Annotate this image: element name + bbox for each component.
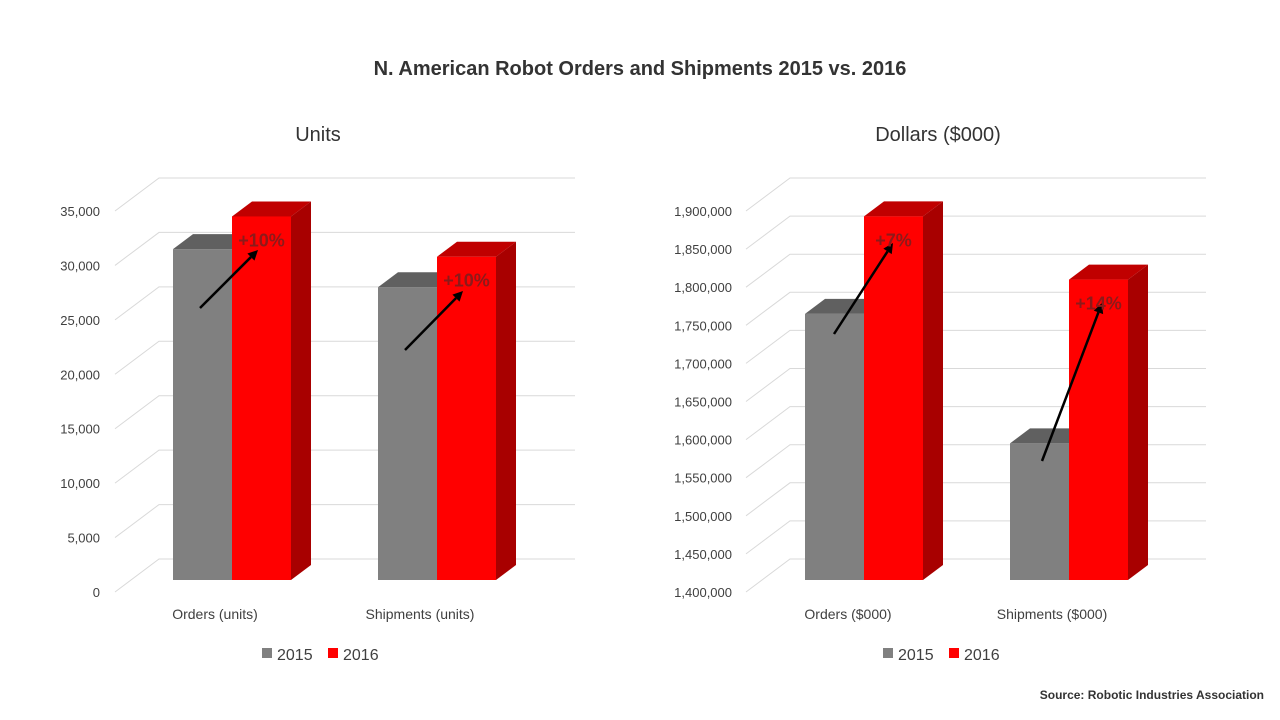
units-bar-2015-shipments [378, 287, 437, 580]
dollars-bar-2016-shipments-top [1069, 264, 1148, 280]
units-panel-title: Units [295, 124, 341, 146]
dollars-ytick-label: 1,550,000 [674, 471, 732, 486]
units-growth-arrow [199, 256, 252, 309]
dollars-legend-label-2015: 2015 [898, 647, 934, 664]
dollars-growth-arrowhead [1093, 303, 1104, 315]
dollars-ytick-label: 1,650,000 [674, 395, 732, 410]
dollars-bar-2016-shipments-side [1128, 264, 1148, 580]
units-growth-arrow [404, 297, 457, 351]
units-category-label: Orders (units) [172, 606, 258, 622]
units-ytick-label: 5,000 [67, 531, 100, 546]
dollars-growth-label: +14% [1075, 294, 1122, 314]
units-legend-swatch-2015 [262, 648, 272, 658]
units-growth-arrowhead [247, 250, 258, 261]
units-legend-label-2016: 2016 [343, 647, 379, 664]
units-growth-label: +10% [443, 271, 490, 291]
dollars-ytick-label: 1,900,000 [674, 204, 732, 219]
units-bar-2016-shipments-side [496, 241, 516, 580]
units-bar-2016-shipments [437, 256, 496, 580]
dollars-bar-2016-orders-side [923, 201, 943, 581]
dollars-legend-label-2016: 2016 [964, 647, 1000, 664]
dollars-ytick-label: 1,750,000 [674, 318, 732, 333]
dollars-gridline [745, 291, 1206, 326]
dollars-bar-2016-orders [864, 216, 923, 581]
units-bar-2016-shipments-top [437, 241, 516, 257]
dollars-legend-swatch-2015 [883, 648, 893, 658]
units-legend-swatch-2016 [328, 648, 338, 658]
units-bar-2016-orders-side [291, 201, 311, 580]
source-note: Source: Robotic Industries Association [1039, 688, 1264, 702]
dollars-ytick-label: 1,600,000 [674, 433, 732, 448]
dollars-category-label: Orders ($000) [804, 606, 891, 622]
units-growth-arrowhead [452, 291, 463, 302]
dollars-gridline [745, 177, 1206, 212]
dollars-gridline [745, 329, 1206, 364]
units-growth-label: +10% [238, 230, 285, 250]
dollars-ytick-label: 1,800,000 [674, 280, 732, 295]
units-ytick-label: 0 [93, 585, 100, 600]
units-gridline [114, 177, 575, 212]
units-ytick-label: 15,000 [60, 422, 100, 437]
dollars-growth-label: +7% [875, 230, 912, 250]
dollars-category-label: Shipments ($000) [997, 606, 1108, 622]
dollars-gridline [745, 406, 1206, 441]
dollars-ytick-label: 1,450,000 [674, 547, 732, 562]
units-ytick-label: 25,000 [60, 313, 100, 328]
dollars-bar-2016-orders-top [864, 201, 943, 217]
dollars-gridline [745, 253, 1206, 288]
dollars-ytick-label: 1,500,000 [674, 509, 732, 524]
units-ytick-label: 35,000 [60, 204, 100, 219]
dollars-growth-arrow [1040, 311, 1100, 462]
dollars-ytick-label: 1,850,000 [674, 242, 732, 257]
units-ytick-label: 10,000 [60, 476, 100, 491]
main-title: N. American Robot Orders and Shipments 2… [373, 58, 907, 80]
units-ytick-label: 20,000 [60, 367, 100, 382]
dollars-legend-swatch-2016 [949, 648, 959, 658]
units-legend-label-2015: 2015 [277, 647, 313, 664]
dollars-bar-2015-shipments [1010, 443, 1069, 580]
units-category-label: Shipments (units) [366, 606, 475, 622]
units-gridline [114, 231, 575, 266]
units-bar-2016-orders [232, 216, 291, 580]
dollars-ytick-label: 1,400,000 [674, 585, 732, 600]
dollars-gridline [745, 215, 1206, 250]
dollars-gridline [745, 368, 1206, 402]
dollars-panel-title: Dollars ($000) [875, 124, 1001, 146]
units-bar-2016-orders-top [232, 201, 311, 217]
dollars-growth-arrow [832, 250, 889, 335]
units-ytick-label: 30,000 [60, 258, 100, 273]
dollars-bar-2016-shipments [1069, 279, 1128, 580]
dollars-bar-2015-orders [805, 313, 864, 580]
dollars-growth-arrowhead [883, 243, 893, 255]
units-chart: Units 0 5,000 10,000 15,000 20,000 25,000 30,00… [60, 124, 575, 664]
dollars-ytick-label: 1,700,000 [674, 356, 732, 371]
